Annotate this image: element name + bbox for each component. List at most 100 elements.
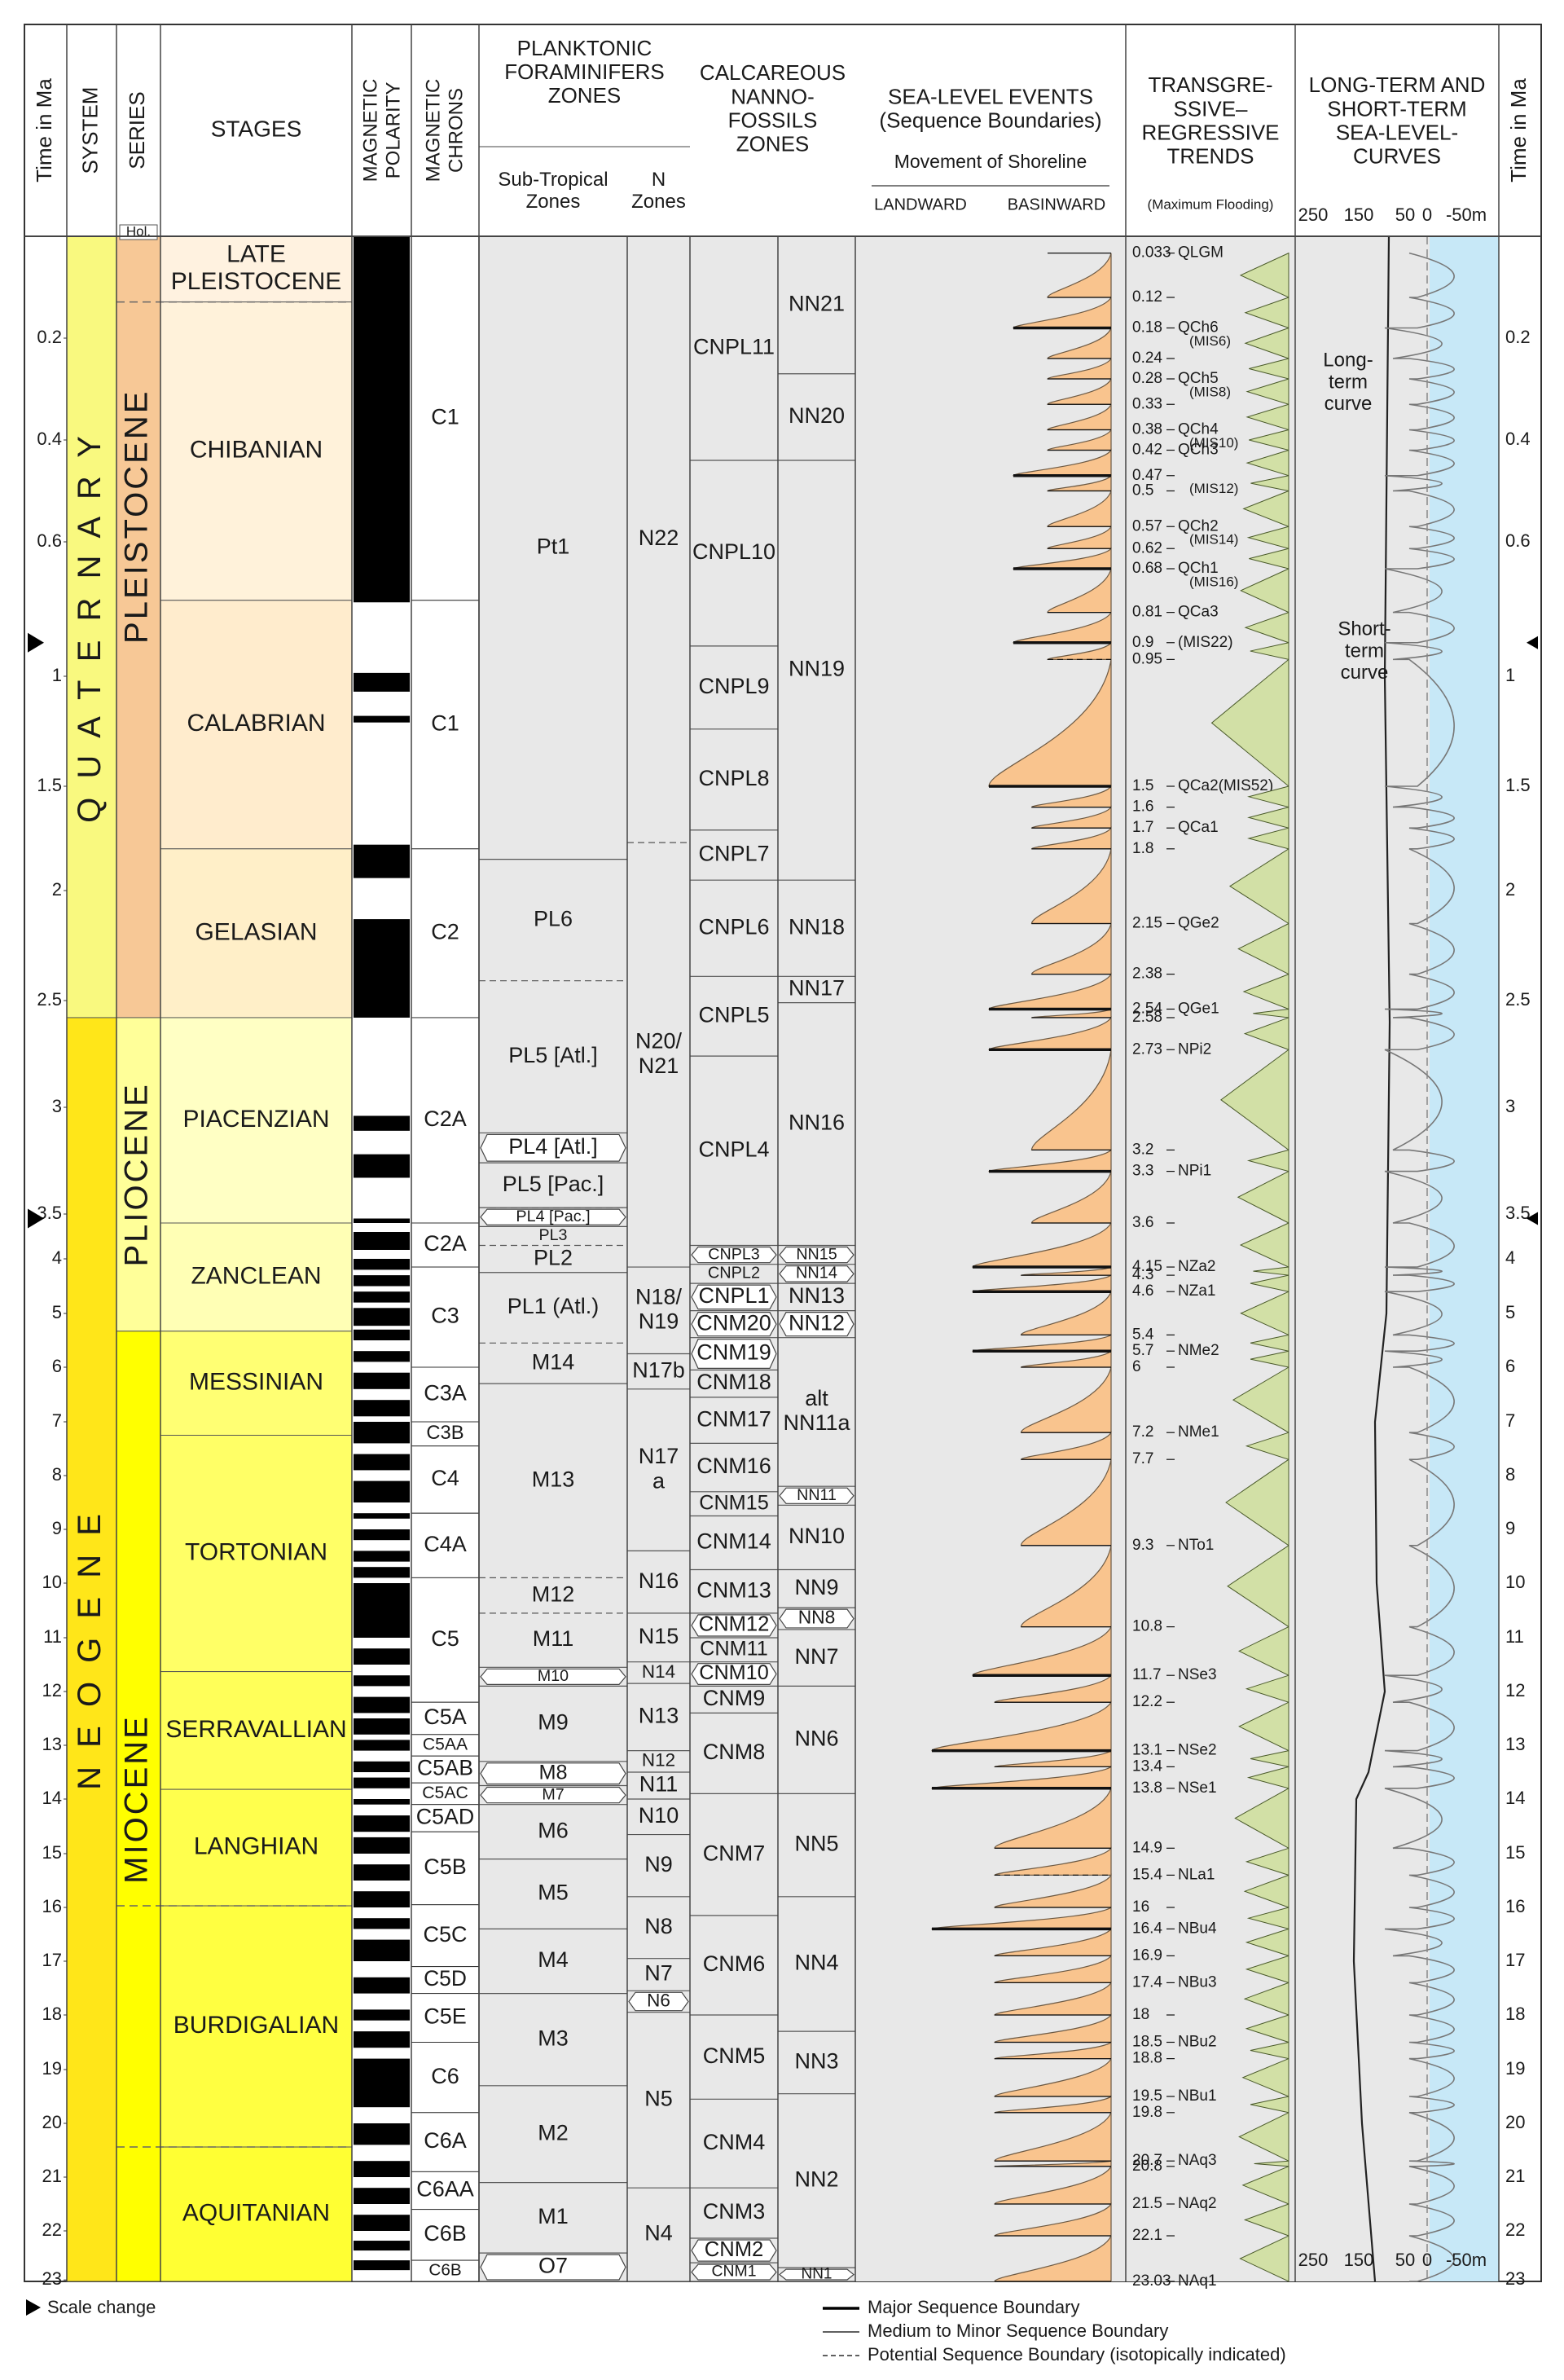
normal-polarity-band	[354, 1308, 410, 1326]
sequence-boundary-age: 0.28	[1132, 370, 1162, 387]
curves-header: CURVES	[1353, 144, 1441, 169]
time-tick-left: 6	[52, 1356, 62, 1376]
stages-header: STAGES	[211, 116, 302, 141]
pf-zone-label: M1	[538, 2204, 569, 2228]
nn-zone-label: NN12	[789, 1310, 845, 1335]
sequence-boundary-mis: (MIS14)	[1189, 532, 1238, 548]
stage-band	[160, 1671, 353, 1790]
sequence-boundary-name: QCh6	[1178, 319, 1219, 337]
cn-zone-label: CNPL1	[698, 1283, 769, 1308]
sequence-boundary-age: 2.58	[1132, 1009, 1162, 1026]
sequence-boundary-mis: (MIS6)	[1189, 333, 1231, 349]
legend-major: Major Sequence Boundary	[868, 2297, 1080, 2317]
curves-header: SEA-LEVEL-	[1336, 120, 1458, 144]
time-tick-left: 17	[42, 1950, 62, 1970]
sequence-boundary-age: 3.6	[1132, 1214, 1153, 1231]
n-zone-label: N5	[644, 2087, 673, 2111]
cn-zone-box	[691, 1663, 777, 1685]
normal-polarity-band	[354, 1675, 410, 1687]
sequence-boundary-mis: (MIS10)	[1189, 435, 1238, 451]
time-tick-left: 10	[42, 1572, 62, 1592]
time-tick-right: 19	[1505, 2058, 1525, 2079]
stage-band	[160, 1331, 353, 1436]
sequence-boundary-age: 18.8	[1132, 2050, 1162, 2067]
sequence-boundary-age: 16.4	[1132, 1920, 1162, 1937]
time-tick-left: 16	[42, 1896, 62, 1916]
normal-polarity-band	[354, 2260, 410, 2271]
sequence-boundary-age: 0.95	[1132, 650, 1162, 667]
n-zone-label: N7	[644, 1961, 673, 1986]
time-axis-title-right: Time in Ma	[1506, 78, 1531, 183]
chron-label: C1	[431, 710, 459, 735]
shoreline-scallop	[988, 659, 1112, 787]
time-tick-left: 15	[42, 1842, 62, 1863]
sequence-boundary-name: QCa3	[1178, 604, 1219, 621]
tr-triangle	[1244, 327, 1289, 359]
sequence-boundary-name: NLa1	[1178, 1866, 1215, 1883]
basinward-label: BASINWARD	[1008, 196, 1105, 213]
cn-zone-label: CNM7	[703, 1841, 766, 1865]
sequence-boundary-name: NSe3	[1178, 1666, 1217, 1683]
nn-zone-box	[779, 1312, 854, 1337]
nn-zone-label: NN13	[789, 1283, 845, 1308]
chron-label: C6B	[428, 2261, 461, 2280]
cn-zone-label: CNPL11	[693, 335, 775, 359]
curve-axis-label: -50m	[1446, 2250, 1487, 2270]
pf-zone-label: M4	[538, 1947, 569, 1972]
sequence-boundary-mis: (MIS16)	[1189, 574, 1238, 589]
scale-change-marker	[1527, 1212, 1538, 1225]
pf-zone-label: M5	[538, 1881, 569, 1905]
nn-zone-label: alt	[805, 1386, 828, 1410]
normal-polarity-band	[354, 236, 410, 603]
tr-triangle	[1249, 548, 1289, 570]
sequence-boundary-age: 3.3	[1132, 1163, 1153, 1180]
cn-zone-label: CNM10	[699, 1661, 769, 1684]
normal-polarity-band	[354, 2058, 410, 2108]
short-term-curve-label: curve	[1341, 662, 1389, 684]
nn-zone-label: NN11	[797, 1486, 837, 1504]
tr-triangle	[1249, 429, 1289, 451]
time-tick-right: 13	[1505, 1734, 1525, 1754]
tr-triangle	[1247, 806, 1289, 829]
nn-zone-label: NN20	[789, 403, 845, 428]
chron-label: C5E	[424, 2004, 467, 2029]
time-tick-left: 0.2	[37, 327, 62, 347]
normal-polarity-band	[354, 1291, 410, 1303]
chron-label: C6B	[424, 2221, 467, 2246]
chron-label: C6AA	[416, 2177, 474, 2202]
stage-label: CHIBANIAN	[190, 437, 323, 464]
cn-zone-box	[691, 1246, 777, 1264]
tr-triangle	[1225, 1458, 1289, 1546]
tr-triangle	[1239, 252, 1289, 298]
normal-polarity-band	[354, 2241, 410, 2251]
time-tick-right: 0.6	[1505, 530, 1531, 551]
sequence-boundary-age: 0.57	[1132, 517, 1162, 535]
tr-triangle	[1243, 2203, 1289, 2237]
n-zone-label: a	[652, 1468, 666, 1493]
n-zone-label: N14	[642, 1661, 675, 1682]
chron-cell	[411, 1804, 480, 1832]
system-header: SYSTEM	[77, 87, 102, 174]
cn-zone-label: CNM2	[705, 2238, 763, 2261]
time-tick-right: 22	[1505, 2219, 1525, 2240]
tr-triangle	[1238, 2111, 1289, 2162]
time-tick-left: 2.5	[37, 989, 62, 1010]
pf-zone-label: O7	[538, 2254, 568, 2278]
time-tick-left: 8	[52, 1464, 62, 1485]
stage-label: PLEISTOCENE	[171, 268, 342, 295]
cn-zone-label: CNM11	[700, 1638, 768, 1661]
sequence-boundary-age: 0.81	[1132, 604, 1162, 621]
tr-triangle	[1220, 1049, 1289, 1151]
long-term-curve-label: curve	[1325, 393, 1373, 415]
chron-label: C5AC	[422, 1784, 468, 1802]
time-tick-left: 11	[43, 1626, 62, 1647]
normal-polarity-band	[354, 1567, 410, 1578]
sequence-boundary-age: 16	[1132, 1898, 1149, 1916]
sequence-boundary-age: 18.5	[1132, 2034, 1162, 2051]
polarity-header: POLARITY	[382, 82, 404, 179]
cn-zone-label: CNPL6	[698, 914, 769, 939]
cn-zone-label: CNM16	[696, 1454, 771, 1478]
sequence-boundary-age: 5.7	[1132, 1342, 1153, 1359]
sequence-boundary-age: 0.42	[1132, 442, 1162, 459]
normal-polarity-band	[354, 2031, 410, 2048]
